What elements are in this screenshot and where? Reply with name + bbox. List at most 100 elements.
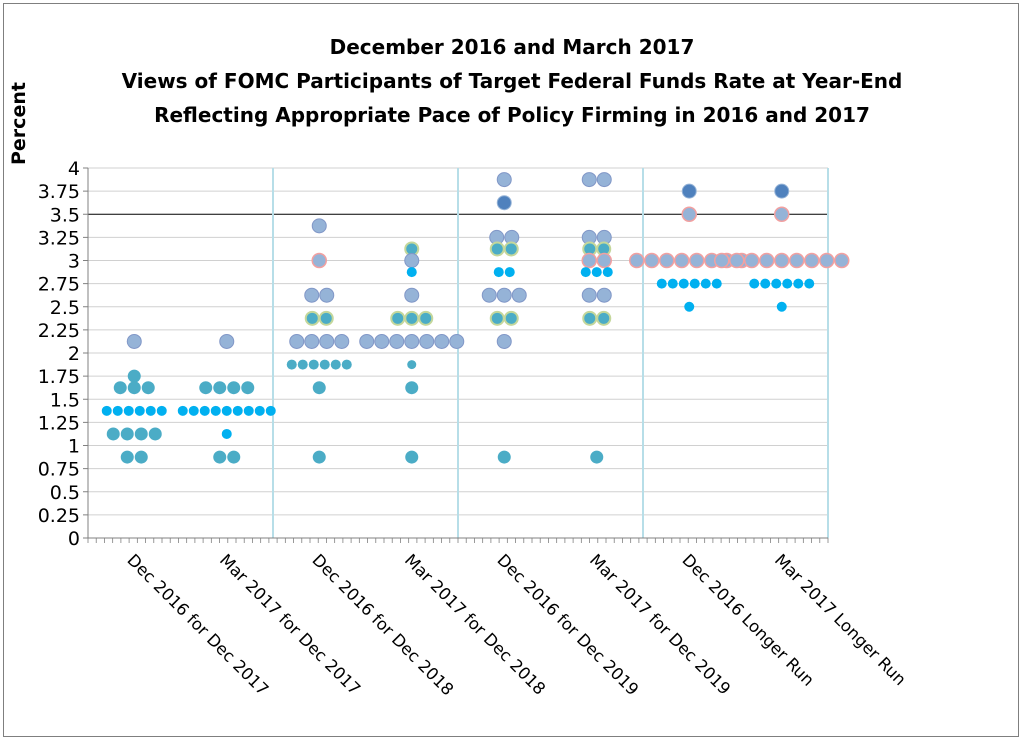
dot-7-2.75 — [700, 278, 711, 289]
y-tick-label-2.25: 2.25 — [38, 320, 80, 342]
y-tick-label-1.75: 1.75 — [38, 366, 80, 388]
dot-4-2.375 — [390, 310, 406, 326]
dot-4-2.125 — [434, 333, 450, 349]
dot-2-1.625 — [199, 381, 213, 395]
dot-8-3 — [744, 252, 760, 269]
dot-4-2.125 — [359, 333, 375, 349]
dot-2-1.375 — [199, 405, 210, 416]
y-tick-label-1: 1 — [68, 436, 80, 458]
dot-3-1.875 — [308, 359, 319, 370]
chart-frame — [3, 3, 1019, 737]
dot-5-2.375 — [489, 310, 505, 326]
dot-7-2.75 — [689, 278, 700, 289]
dot-1-1.125 — [134, 427, 148, 441]
dot-8-3.75 — [774, 183, 790, 199]
dot-3-2.125 — [289, 333, 305, 349]
dot-4-2.375 — [418, 310, 434, 326]
dot-8-3 — [714, 252, 730, 269]
dot-2-1.625 — [241, 381, 255, 395]
dot-7-2.75 — [667, 278, 678, 289]
dot-7-3 — [644, 252, 660, 269]
dot-8-2.75 — [749, 278, 760, 289]
y-tick-label-3.25: 3.25 — [38, 227, 80, 249]
y-tick-label-2.5: 2.5 — [50, 297, 80, 319]
dot-3-0.875 — [312, 450, 326, 464]
dot-5-3.125 — [503, 241, 519, 257]
dot-3-2.625 — [304, 287, 320, 303]
dot-1-1.75 — [127, 369, 141, 383]
dot-6-2.875 — [580, 267, 591, 278]
dot-3-2.375 — [318, 310, 334, 326]
dot-5-3.625 — [496, 195, 512, 211]
dot-3-2.625 — [319, 287, 335, 303]
dot-4-2.875 — [406, 267, 417, 278]
dot-6-3.875 — [581, 172, 597, 188]
y-tick-label-3: 3 — [68, 251, 80, 273]
dot-2-1.375 — [210, 405, 221, 416]
dot-5-3.125 — [489, 241, 505, 257]
dot-2-0.875 — [227, 450, 241, 464]
dot-8-3 — [834, 252, 850, 269]
axes — [83, 167, 829, 543]
dot-6-3 — [581, 252, 597, 269]
dot-4-2.125 — [449, 333, 465, 349]
y-tick-labels: 00.250.50.7511.251.51.7522.252.52.7533.2… — [38, 158, 80, 550]
dot-8-3 — [729, 252, 745, 269]
dot-7-3 — [659, 252, 675, 269]
dot-2-1.375 — [177, 405, 188, 416]
dot-7-3.5 — [681, 206, 697, 222]
dot-1-1.375 — [134, 405, 145, 416]
dot-7-3.75 — [681, 183, 697, 199]
dot-7-3 — [629, 252, 645, 269]
dot-5-2.875 — [504, 267, 515, 278]
dot-5-0.875 — [497, 450, 511, 464]
dot-3-1.875 — [341, 359, 352, 370]
dot-6-2.375 — [582, 310, 598, 326]
y-tick-label-0: 0 — [68, 528, 80, 550]
dot-1-1.125 — [148, 427, 162, 441]
dot-8-2.75 — [771, 278, 782, 289]
dot-7-3 — [674, 252, 690, 269]
dot-4-2.375 — [404, 310, 420, 326]
dot-8-3 — [774, 252, 790, 269]
dot-1-0.875 — [120, 450, 134, 464]
dot-2-1.375 — [254, 405, 265, 416]
dot-2-1.625 — [213, 381, 227, 395]
dot-1-2.125 — [126, 333, 142, 349]
dot-3-3.375 — [311, 218, 327, 234]
dot-6-2.375 — [596, 310, 612, 326]
dot-5-2.625 — [511, 287, 527, 303]
chart-title-line-3: Reflecting Appropriate Pace of Policy Fi… — [154, 103, 870, 127]
dot-8-2.75 — [804, 278, 815, 289]
dot-4-2.125 — [419, 333, 435, 349]
dot-2-1.375 — [265, 405, 276, 416]
y-tick-label-1.5: 1.5 — [50, 389, 80, 411]
dot-8-2.75 — [760, 278, 771, 289]
dot-7-2.75 — [711, 278, 722, 289]
dot-5-2.375 — [503, 310, 519, 326]
dot-6-3 — [596, 252, 612, 269]
dot-3-1.875 — [286, 359, 297, 370]
dot-5-2.625 — [496, 287, 512, 303]
dot-4-1.875 — [407, 360, 417, 370]
dot-3-1.875 — [297, 359, 308, 370]
data-points — [101, 172, 850, 464]
dot-3-1.875 — [330, 359, 341, 370]
dot-3-2.125 — [319, 333, 335, 349]
dot-1-1.125 — [106, 427, 120, 441]
dot-1-1.125 — [120, 427, 134, 441]
dot-3-1.875 — [319, 359, 330, 370]
y-tick-label-3.75: 3.75 — [38, 181, 80, 203]
dot-6-0.875 — [590, 450, 604, 464]
dot-4-2.125 — [389, 333, 405, 349]
dot-8-3 — [789, 252, 805, 269]
dot-3-2.125 — [304, 333, 320, 349]
dot-2-1.375 — [243, 405, 254, 416]
y-tick-label-2.75: 2.75 — [38, 274, 80, 296]
dot-2-1.375 — [232, 405, 243, 416]
dot-8-3 — [804, 252, 820, 269]
dot-1-1.375 — [101, 405, 112, 416]
dot-2-1.375 — [188, 405, 199, 416]
y-tick-label-0.5: 0.5 — [50, 482, 80, 504]
